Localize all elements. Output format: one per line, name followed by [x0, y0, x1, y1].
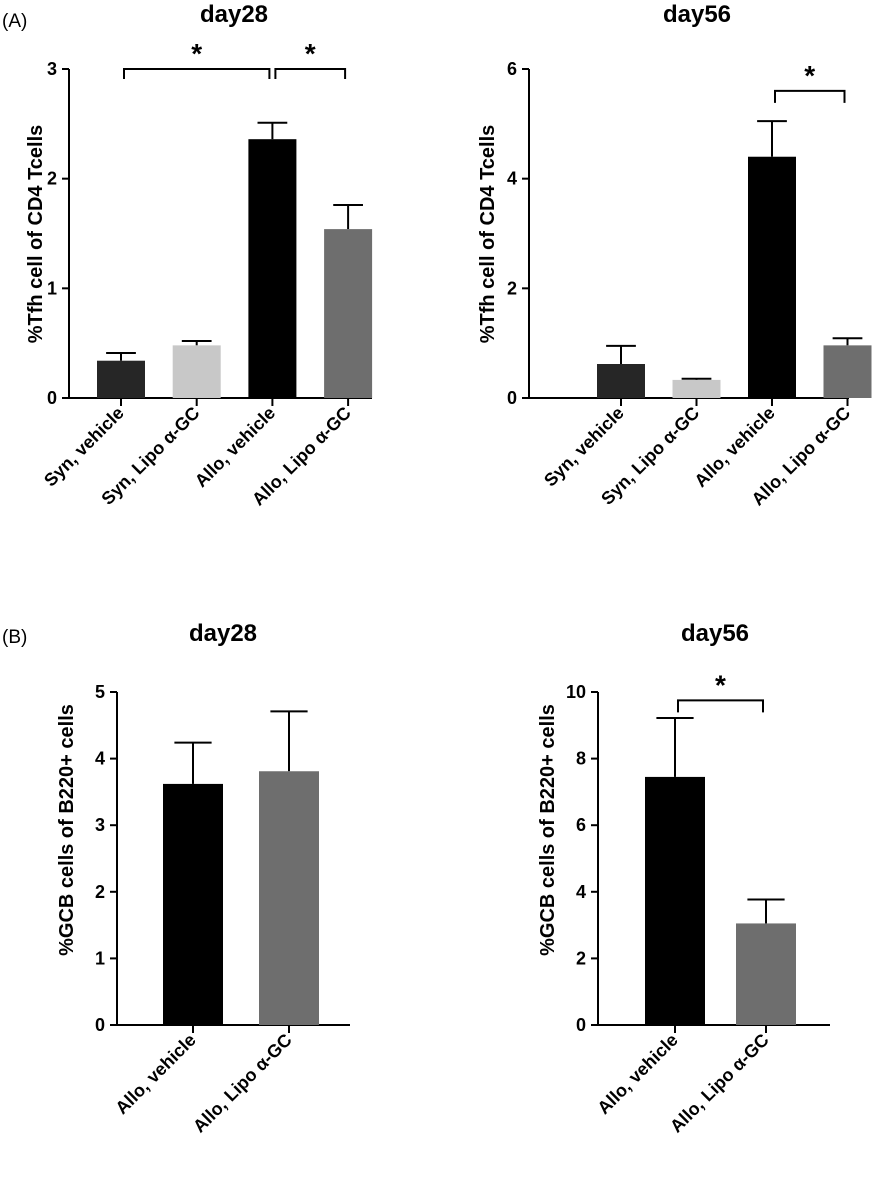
- significance-star: *: [305, 38, 316, 69]
- significance-star: *: [191, 38, 202, 69]
- y-axis-label: %Tfh cell of CD4 Tcells: [477, 125, 499, 344]
- bar: [163, 783, 223, 1025]
- y-tick-label: 0: [95, 1015, 105, 1035]
- y-tick-label: 3: [47, 59, 57, 79]
- y-tick-label: 8: [576, 749, 586, 769]
- y-tick-label: 0: [576, 1015, 586, 1035]
- y-tick-label: 2: [576, 948, 586, 968]
- bar: [645, 776, 705, 1025]
- significance-bracket: [677, 699, 764, 713]
- y-tick-label: 6: [576, 815, 586, 835]
- bar: [748, 156, 796, 398]
- category-label: Allo, Lipo α-GC: [666, 1030, 773, 1137]
- bar: [823, 345, 872, 398]
- category-label: Allo, vehicle: [111, 1030, 199, 1118]
- y-axis-label: %Tfh cell of CD4 Tcells: [25, 125, 47, 344]
- y-axis-label: %GCB cells of B220+ cells: [56, 704, 78, 956]
- y-tick-label: 1: [95, 948, 105, 968]
- y-tick-label: 2: [95, 882, 105, 902]
- chart-title: day28: [189, 620, 257, 647]
- y-axis-label: %GCB cells of B220+ cells: [537, 704, 559, 956]
- chart-b-day56: day56 %GCB cells of B220+ cells 0 2 4 6 8 10 A…: [537, 620, 830, 1136]
- y-tick-label: 10: [566, 682, 586, 702]
- y-tick-label: 4: [507, 169, 517, 189]
- significance-bracket: [774, 89, 846, 103]
- bar: [172, 345, 221, 398]
- panel-label-a: (A): [2, 11, 27, 32]
- significance-star: *: [804, 60, 815, 91]
- bar: [248, 139, 297, 399]
- panel-label-b: (B): [2, 627, 27, 648]
- bar: [97, 360, 145, 398]
- category-label: Allo, Lipo α-GC: [189, 1030, 296, 1137]
- chart-b-day28: day28 %GCB cells of B220+ cells 0 1 2 3 4 5 Al…: [56, 620, 350, 1136]
- y-tick-label: 3: [95, 815, 105, 835]
- significance-bracket: [274, 68, 347, 79]
- y-tick-label: 4: [576, 882, 586, 902]
- bar: [597, 364, 645, 398]
- y-tick-label: 0: [47, 388, 57, 408]
- chart-title: day28: [200, 1, 268, 28]
- y-tick-label: 0: [507, 388, 517, 408]
- bar: [324, 229, 373, 398]
- bar: [672, 379, 721, 398]
- y-tick-label: 2: [47, 169, 57, 189]
- y-tick-label: 4: [95, 749, 105, 769]
- y-tick-label: 1: [47, 278, 57, 298]
- significance-star: *: [715, 669, 726, 700]
- bar: [259, 771, 319, 1025]
- y-tick-label: 5: [95, 682, 105, 702]
- y-tick-label: 2: [507, 278, 517, 298]
- bar: [736, 923, 796, 1025]
- chart-title: day56: [663, 1, 731, 28]
- category-label: Allo, vehicle: [593, 1030, 681, 1118]
- chart-title: day56: [681, 620, 749, 647]
- significance-bracket: [123, 68, 271, 79]
- y-tick-label: 6: [507, 59, 517, 79]
